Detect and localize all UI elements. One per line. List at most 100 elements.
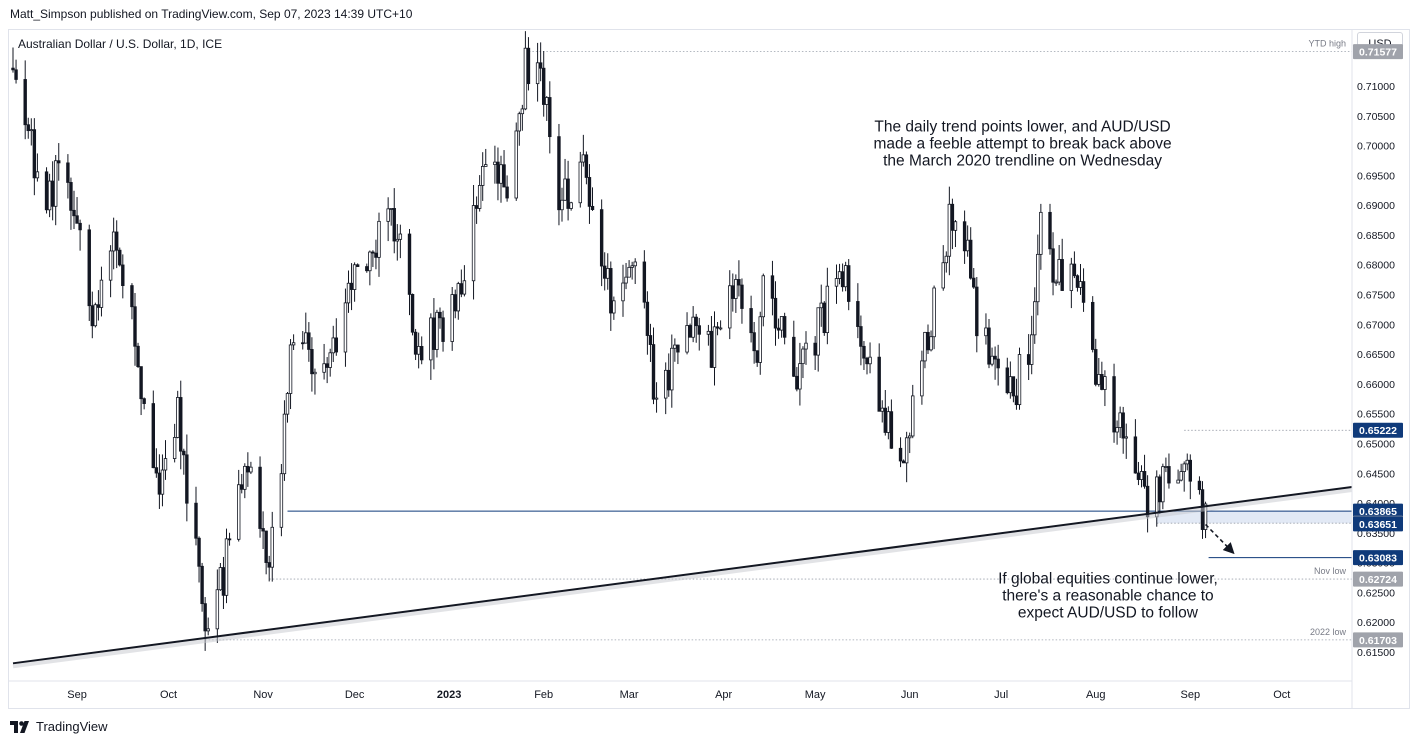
candle [377,212,381,277]
candle [526,37,531,91]
candle [761,273,765,327]
time-tick-label: Apr [715,689,732,701]
candle [697,317,701,351]
candle [484,148,488,167]
candle [612,296,616,320]
candle [1051,232,1055,296]
annotation-line: The daily trend points lower, and AUD/US… [874,118,1170,135]
candle [224,528,229,604]
candle [1060,238,1064,291]
candle [331,325,335,363]
candle [758,311,762,375]
candle [1091,296,1095,353]
candle [798,342,802,406]
candle [121,254,125,299]
time-tick-label: May [805,689,826,701]
candle [868,342,872,374]
svg-text:0.63083: 0.63083 [1359,553,1397,565]
candle [517,111,521,146]
candle [355,263,360,267]
candle [413,328,418,361]
candle [630,261,634,280]
candle [499,155,503,203]
candle [834,264,839,304]
price-tick-label: 0.69000 [1357,200,1395,212]
publisher-line: Matt_Simpson published on TradingView.co… [10,7,413,21]
candle [792,320,796,378]
candle [160,454,165,507]
candle [395,224,399,261]
price-tag: 0.63651 [1353,516,1403,532]
candle [1142,454,1147,489]
candle [151,390,155,469]
candle [374,239,378,270]
candle [227,532,232,546]
candle [453,289,457,319]
candle [734,274,738,313]
price-tick-label: 0.65000 [1357,438,1395,450]
annotation-line: the March 2020 trendline on Wednesday [883,152,1162,169]
time-axis[interactable]: Sep Oct Nov Dec 2023 Feb Mar Apr May Jun Jul Aug Sep… [67,689,1290,701]
candle [288,339,293,410]
candle [328,348,332,377]
candle [1158,474,1162,514]
candle [307,322,311,362]
price-axis[interactable]: 0.71000 0.70500 0.70000 0.69500 0.69000 0.685… [1357,81,1395,659]
candle [246,452,250,487]
time-tick-label: Oct [1273,689,1290,701]
price-tick-label: 0.61500 [1357,647,1395,659]
candle [670,334,674,408]
candle [542,51,546,117]
candle [654,382,659,413]
level-label: 2022 low [1310,627,1347,637]
candle [218,563,223,591]
candle [368,250,372,286]
candle [1011,376,1016,403]
candle [1179,463,1183,482]
time-tick-label: Feb [534,689,553,701]
time-tick-label: 2023 [437,689,461,701]
candle [172,423,177,463]
candle [993,346,997,380]
candle [859,315,863,366]
candle [349,263,354,311]
candle [953,220,958,248]
candle [712,311,717,386]
candle [322,343,326,380]
candle [261,511,265,549]
candle [1014,378,1019,410]
price-tags: 0.715770.652220.638650.636620.636510.630… [1353,44,1403,648]
trendline[interactable] [12,485,1353,665]
candle [673,338,677,362]
candle [1072,251,1077,279]
candle [1121,406,1125,454]
candle [804,331,808,365]
candle [54,155,58,226]
candle [624,262,628,290]
candle [1081,268,1086,312]
price-tick-label: 0.70000 [1357,141,1395,153]
level-label: YTD high [1308,39,1346,49]
candle [291,334,296,350]
price-tick-label: 0.68000 [1357,260,1395,272]
candle [118,247,122,267]
candle [950,198,955,250]
candle [801,346,805,379]
candle [584,151,589,185]
candle [645,291,650,355]
candle [520,104,525,131]
candle [578,151,582,208]
tradingview-brand[interactable]: TradingView [10,719,108,734]
candle [392,188,396,254]
annotations: The daily trend points lower, and AUD/US… [873,118,1217,621]
candle [1097,357,1101,387]
candle [795,367,799,392]
candle [157,454,162,509]
candle [69,177,73,230]
candle [779,316,784,338]
candle [133,292,137,366]
candle [398,224,403,259]
candle [416,332,421,369]
candle [99,266,104,317]
